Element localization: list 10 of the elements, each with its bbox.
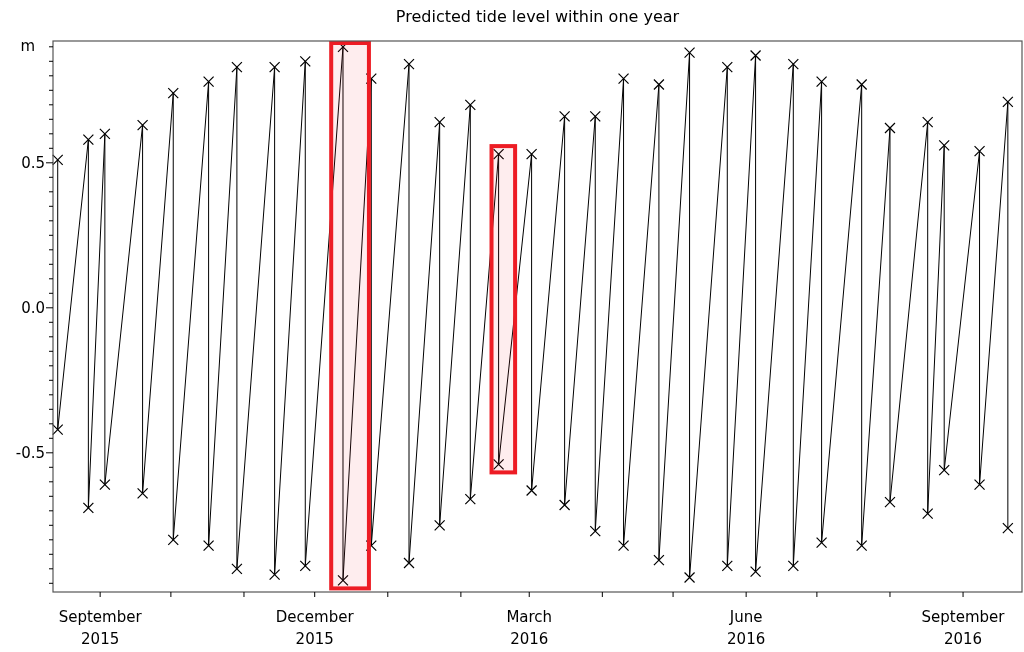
x-tick-label: June 2016: [727, 608, 766, 648]
y-axis-title: m: [20, 37, 35, 55]
y-tick-label: 0.0: [21, 299, 45, 318]
x-tick-label: December 2015: [275, 608, 355, 648]
y-tick-label: 0.5: [21, 154, 45, 173]
x-tick-label: September 2016: [921, 608, 1006, 648]
x-tick-label: March 2016: [506, 608, 553, 648]
x-tick-label: September 2015: [58, 608, 143, 648]
chart-title: Predicted tide level within one year: [395, 7, 680, 26]
y-tick-label: -0.5: [15, 444, 45, 463]
